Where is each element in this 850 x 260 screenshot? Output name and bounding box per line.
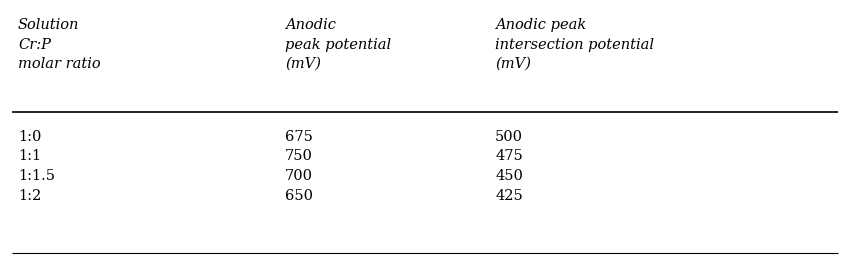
Text: Cr:P: Cr:P <box>18 37 51 51</box>
Text: (mV): (mV) <box>495 57 531 71</box>
Text: 1:2: 1:2 <box>18 188 42 203</box>
Text: 475: 475 <box>495 150 523 164</box>
Text: 675: 675 <box>285 130 313 144</box>
Text: 425: 425 <box>495 188 523 203</box>
Text: Anodic: Anodic <box>285 18 336 32</box>
Text: Solution: Solution <box>18 18 79 32</box>
Text: intersection potential: intersection potential <box>495 37 654 51</box>
Text: 500: 500 <box>495 130 523 144</box>
Text: 650: 650 <box>285 188 313 203</box>
Text: molar ratio: molar ratio <box>18 57 100 71</box>
Text: peak potential: peak potential <box>285 37 391 51</box>
Text: 750: 750 <box>285 150 313 164</box>
Text: Anodic peak: Anodic peak <box>495 18 586 32</box>
Text: (mV): (mV) <box>285 57 321 71</box>
Text: 700: 700 <box>285 169 313 183</box>
Text: 1:1: 1:1 <box>18 150 41 164</box>
Text: 1:0: 1:0 <box>18 130 42 144</box>
Text: 450: 450 <box>495 169 523 183</box>
Text: 1:1.5: 1:1.5 <box>18 169 55 183</box>
